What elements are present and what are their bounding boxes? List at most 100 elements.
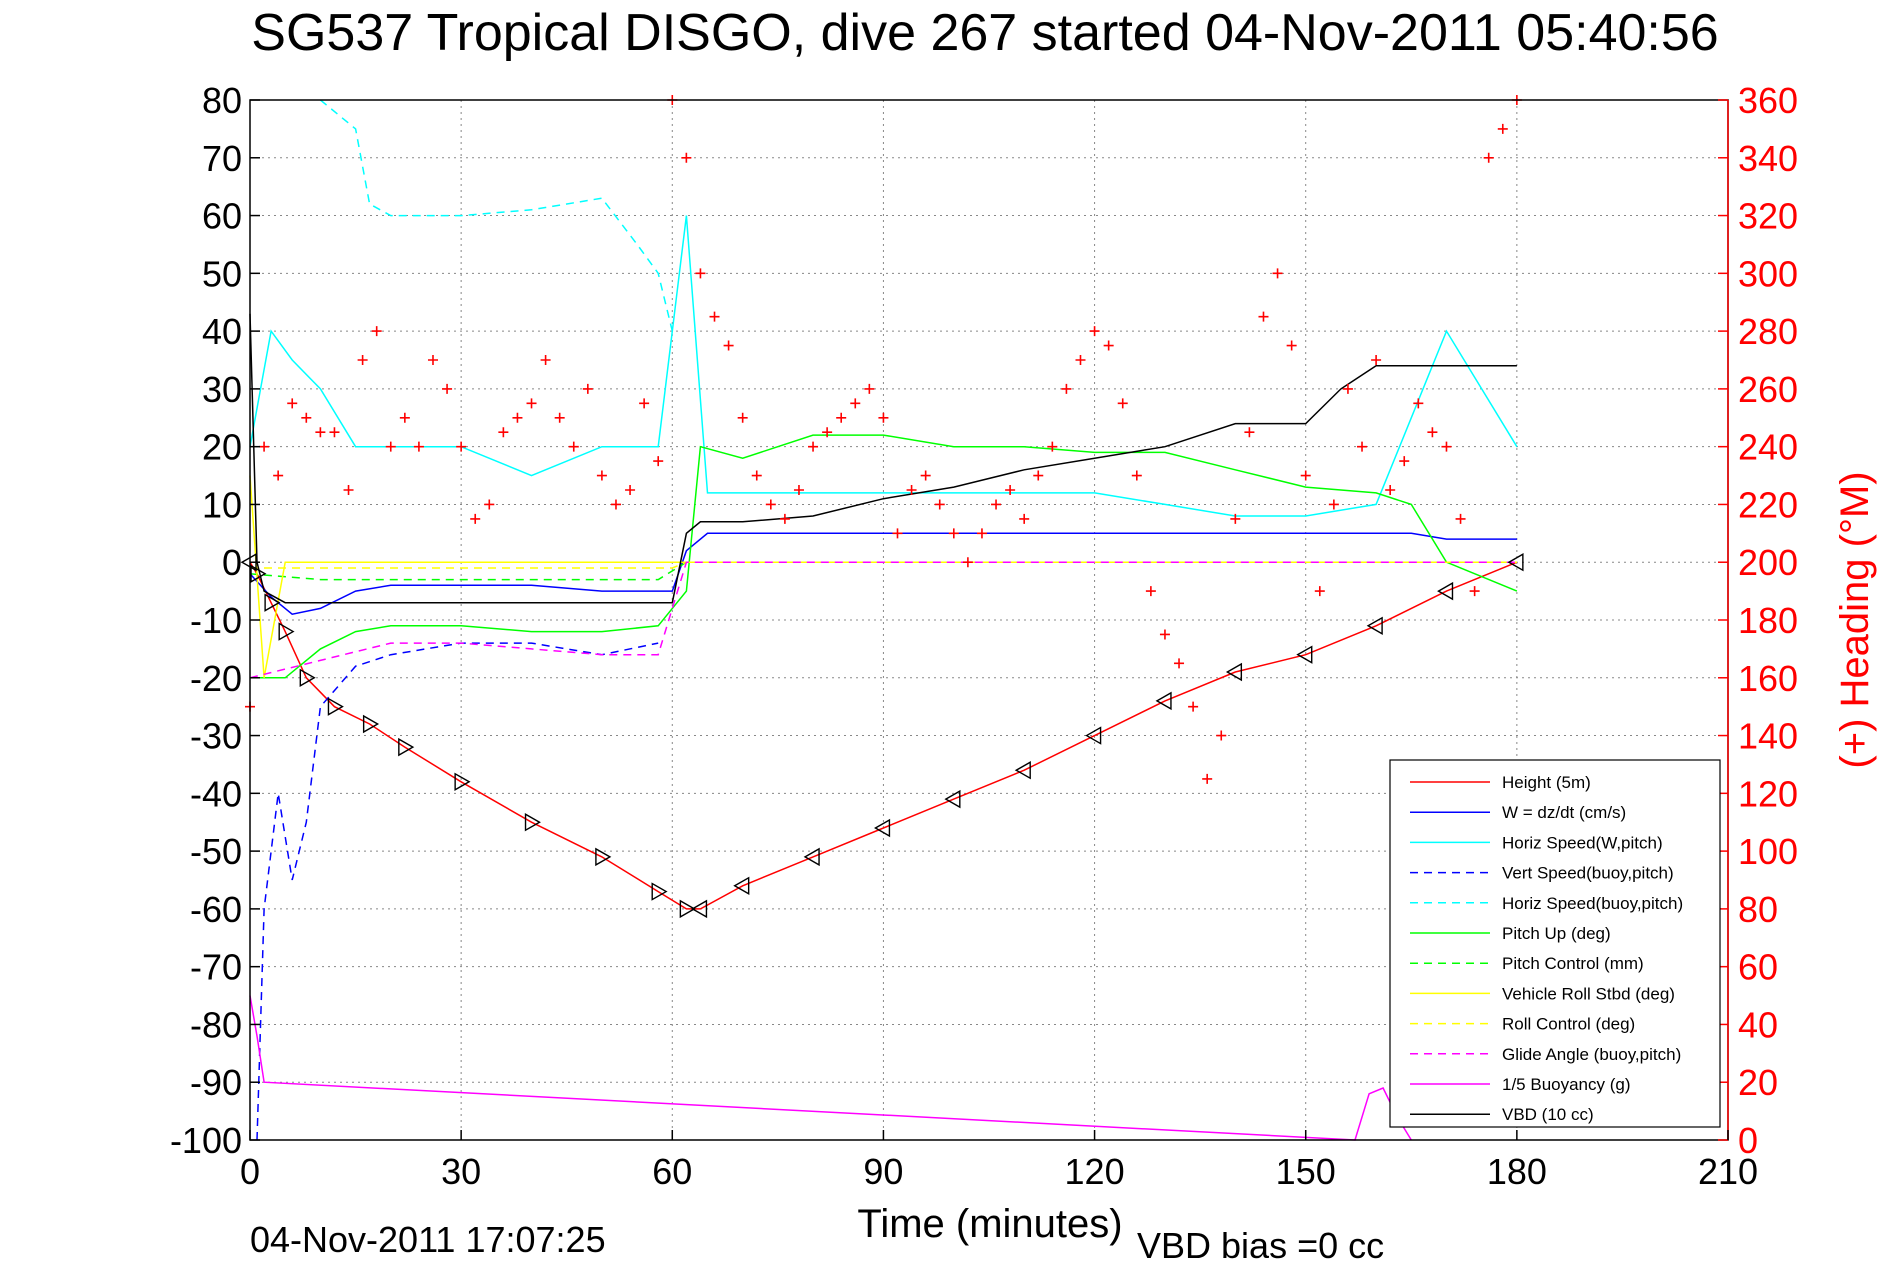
heading-point xyxy=(456,441,467,452)
legend-label: Pitch Control (mm) xyxy=(1502,954,1644,973)
heading-point xyxy=(442,383,453,394)
x-tick-label: 30 xyxy=(441,1151,481,1192)
height-triangle xyxy=(524,813,541,832)
y-tick-label-right: 20 xyxy=(1738,1062,1778,1103)
y-tick-label-right: 120 xyxy=(1738,773,1798,814)
heading-point xyxy=(1328,499,1339,510)
y-tick-label-left: -30 xyxy=(190,716,242,757)
heading-point xyxy=(976,528,987,539)
right-axis: 3603403203002802602402202001801601401201… xyxy=(1718,80,1798,1161)
y-tick-label-left: -70 xyxy=(190,947,242,988)
y-tick-label-left: 40 xyxy=(202,311,242,352)
heading-point xyxy=(1427,427,1438,438)
legend-label: Vert Speed(buoy,pitch) xyxy=(1502,864,1674,883)
heading-markers xyxy=(245,95,1522,784)
heading-point xyxy=(1202,773,1213,784)
heading-point xyxy=(653,456,664,467)
heading-point xyxy=(793,485,804,495)
heading-point xyxy=(991,499,1002,510)
heading-point xyxy=(1441,441,1452,452)
x-tick-label: 90 xyxy=(863,1151,903,1192)
heading-point xyxy=(836,412,847,423)
heading-point xyxy=(610,499,621,510)
y-tick-label-right: 180 xyxy=(1738,600,1798,641)
y-tick-label-left: 70 xyxy=(202,138,242,179)
y-tick-label-left: 30 xyxy=(202,369,242,410)
heading-point xyxy=(765,499,776,510)
y-tick-label-right: 100 xyxy=(1738,831,1798,872)
heading-point xyxy=(625,485,636,495)
height-triangle xyxy=(1366,616,1383,635)
heading-point xyxy=(512,412,523,423)
heading-point xyxy=(1286,340,1297,351)
height-triangle xyxy=(1225,662,1243,682)
height-triangle xyxy=(362,714,380,734)
heading-point xyxy=(639,398,650,409)
heading-point xyxy=(1131,470,1142,481)
legend-label: Height (5m) xyxy=(1502,773,1591,792)
height-triangle xyxy=(398,737,415,757)
heading-point xyxy=(582,383,593,394)
y-tick-label-right: 60 xyxy=(1738,947,1778,988)
series-line-4 xyxy=(319,99,674,332)
heading-point xyxy=(1117,398,1128,409)
y-tick-label-left: -100 xyxy=(170,1120,242,1161)
height-triangle xyxy=(299,668,316,687)
height-triangle xyxy=(651,882,668,901)
series-line-11 xyxy=(249,313,1517,604)
heading-point xyxy=(1047,441,1058,452)
chart-title: SG537 Tropical DISGO, dive 267 started 0… xyxy=(251,4,1718,62)
legend: Height (5m) W = dz/dt (cm/s) Horiz Speed(W… xyxy=(1389,759,1721,1128)
heading-point xyxy=(779,513,790,524)
x-axis: 0 30 60 90 120 150 180 210 xyxy=(240,1130,1758,1192)
height-markers xyxy=(240,553,1524,919)
heading-point xyxy=(1103,340,1114,351)
heading-point xyxy=(399,412,410,423)
height-triangle xyxy=(874,818,891,838)
height-triangle xyxy=(264,593,281,612)
y-tick-label-right: 200 xyxy=(1738,542,1798,583)
heading-point xyxy=(273,470,284,481)
y-tick-label-right: 0 xyxy=(1738,1120,1758,1161)
heading-point xyxy=(1145,586,1156,597)
heading-point xyxy=(1385,485,1396,495)
y-tick-label-right: 320 xyxy=(1738,196,1798,237)
height-triangle xyxy=(1437,581,1454,601)
y-tick-label-right: 140 xyxy=(1738,716,1798,757)
heading-point xyxy=(1033,470,1044,481)
series-layer xyxy=(240,95,1524,1141)
y-tick-label-left: 50 xyxy=(202,253,242,294)
height-triangle xyxy=(1014,761,1031,780)
heading-point xyxy=(948,528,959,539)
heading-point xyxy=(723,340,734,351)
height-triangle xyxy=(944,789,961,809)
left-axis: 80 70 60 50 40 30 20 10 0 -10 -20 -30 -40 -50 -60 -70 -8… xyxy=(170,80,260,1161)
heading-point xyxy=(892,528,903,539)
heading-point xyxy=(864,383,875,394)
heading-point xyxy=(1005,485,1016,495)
heading-point xyxy=(1244,427,1255,438)
heading-point xyxy=(808,441,819,452)
y-tick-label-left: -40 xyxy=(190,773,242,814)
height-triangle xyxy=(1155,691,1172,711)
series-line-1 xyxy=(249,532,1517,616)
x-tick-label: 150 xyxy=(1276,1151,1336,1192)
heading-point xyxy=(1455,513,1466,524)
series-line-3 xyxy=(256,642,659,1141)
heading-point xyxy=(850,398,861,409)
heading-point xyxy=(498,427,509,438)
y-tick-label-left: 20 xyxy=(202,427,242,468)
heading-point xyxy=(1357,441,1368,452)
height-triangle xyxy=(250,564,267,583)
y-tick-label-right: 240 xyxy=(1738,427,1798,468)
legend-label: Horiz Speed(buoy,pitch) xyxy=(1502,894,1683,913)
series-line-9 xyxy=(249,561,1517,679)
heading-point xyxy=(1159,629,1170,640)
y-tick-label-left: 60 xyxy=(202,196,242,237)
heading-point xyxy=(906,485,917,495)
y-tick-label-left: -60 xyxy=(190,889,242,930)
heading-point xyxy=(371,326,382,337)
heading-point xyxy=(1089,326,1100,337)
y-tick-label-right: 40 xyxy=(1738,1004,1778,1045)
